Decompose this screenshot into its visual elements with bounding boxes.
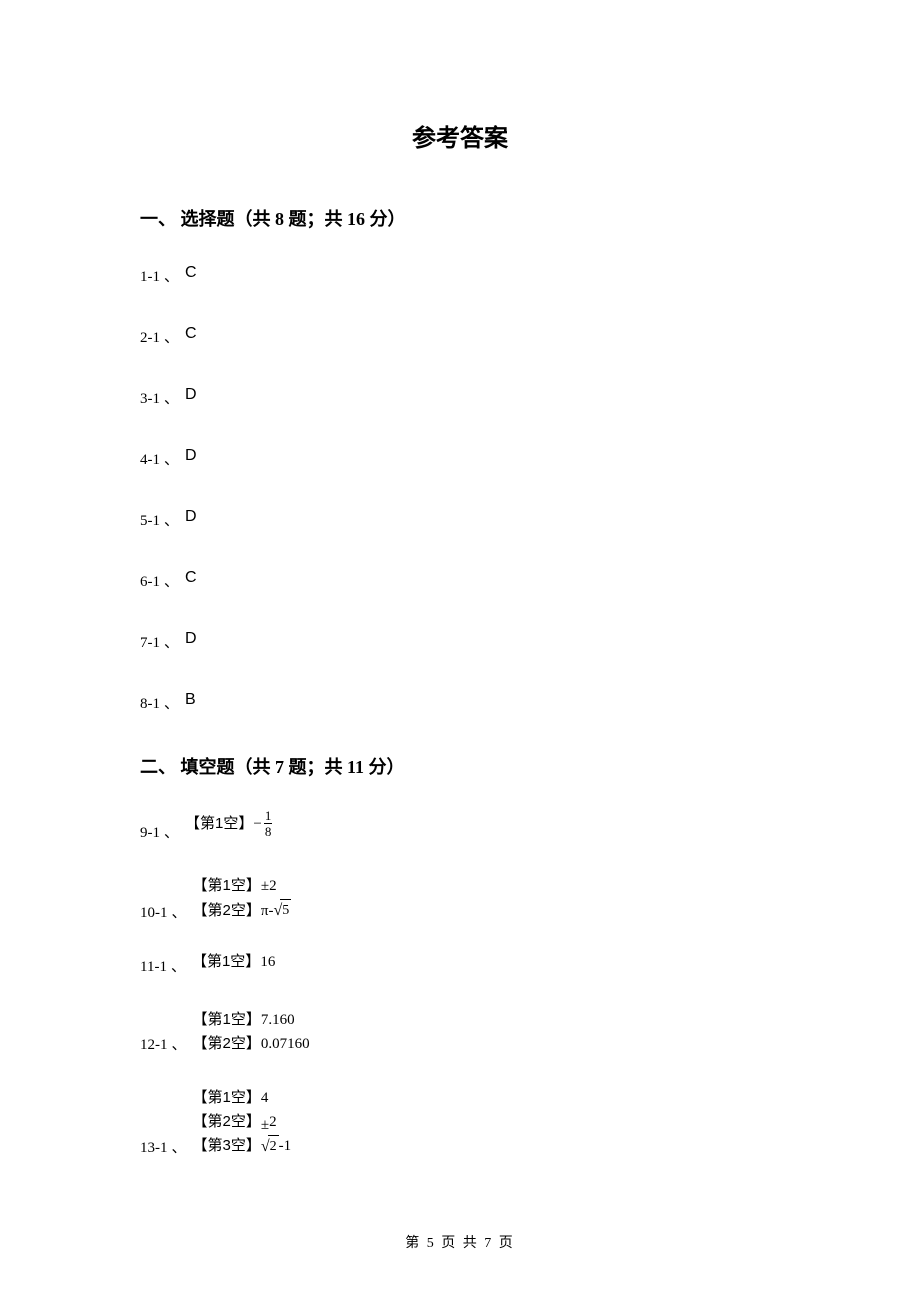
minus-sign: − bbox=[253, 812, 261, 836]
answer-11: 11-1 、 【第1空】 16 bbox=[140, 952, 920, 976]
value-one: 1 bbox=[284, 1134, 292, 1158]
blank-label: 【第2空】 bbox=[193, 1032, 261, 1056]
q-sep: 、 bbox=[164, 326, 179, 347]
answer-2: 2-1 、 C bbox=[140, 326, 920, 347]
blank-value: 0.07160 bbox=[261, 1032, 310, 1056]
answer-10: 10-1 、 【第1空】 ±2 【第2空】 π - √ 5 bbox=[140, 872, 920, 922]
q-num: 6-1 bbox=[140, 574, 160, 591]
q-sep: 、 bbox=[172, 1033, 187, 1054]
answer-6: 6-1 、 C bbox=[140, 570, 920, 591]
fill-line: 【第2空】 π - √ 5 bbox=[193, 898, 292, 924]
answer-letter: C bbox=[185, 325, 197, 343]
fill-line: 【第1空】 7.160 bbox=[193, 1008, 310, 1032]
sqrt: √ 2 bbox=[261, 1134, 279, 1160]
q-sep: 、 bbox=[164, 692, 179, 713]
fill-line: 【第1空】 16 bbox=[192, 950, 275, 974]
blank-label: 【第2空】 bbox=[193, 899, 261, 923]
answer-5: 5-1 、 D bbox=[140, 509, 920, 530]
q-sep: 、 bbox=[164, 265, 179, 286]
q-num: 10-1 bbox=[140, 905, 168, 922]
answer-7: 7-1 、 D bbox=[140, 631, 920, 652]
answer-letter: C bbox=[185, 264, 197, 282]
q-num: 12-1 bbox=[140, 1037, 168, 1054]
q-num: 11-1 bbox=[140, 959, 167, 976]
q-sep: 、 bbox=[164, 509, 179, 530]
fill-line: 【第2空】 ± 2 bbox=[193, 1110, 292, 1134]
q-num: 4-1 bbox=[140, 452, 160, 469]
content-area: 一、 选择题（共 8 题；共 16 分） 1-1 、 C 2-1 、 C 3-1… bbox=[0, 205, 920, 1157]
blank-label: 【第1空】 bbox=[193, 1008, 261, 1032]
q-sep: 、 bbox=[164, 570, 179, 591]
page-footer: 第 5 页 共 7 页 bbox=[0, 1232, 920, 1252]
frac-denominator: 8 bbox=[264, 823, 273, 838]
blank-value: 4 bbox=[261, 1086, 269, 1110]
q-num: 1-1 bbox=[140, 269, 160, 286]
answer-letter: D bbox=[185, 508, 197, 526]
answer-13: 13-1 、 【第1空】 4 【第2空】 ± 2 【第3空】 √ 2 - 1 bbox=[140, 1084, 920, 1158]
answer-4: 4-1 、 D bbox=[140, 448, 920, 469]
blank-label: 【第3空】 bbox=[193, 1134, 261, 1158]
section2-header: 二、 填空题（共 7 题；共 11 分） bbox=[140, 753, 920, 779]
blank-label: 【第2空】 bbox=[193, 1110, 261, 1134]
answer-letter: D bbox=[185, 386, 197, 404]
pi-symbol: π bbox=[261, 899, 269, 923]
q-num: 9-1 bbox=[140, 825, 160, 842]
q-num: 5-1 bbox=[140, 513, 160, 530]
q-num: 8-1 bbox=[140, 696, 160, 713]
q-sep: 、 bbox=[164, 631, 179, 652]
blank-value: 7.160 bbox=[261, 1008, 295, 1032]
page-title: 参考答案 bbox=[0, 0, 920, 193]
answer-1: 1-1 、 C bbox=[140, 265, 920, 286]
answer-letter: D bbox=[185, 447, 197, 465]
answer-3: 3-1 、 D bbox=[140, 387, 920, 408]
q-sep: 、 bbox=[171, 955, 186, 976]
q-sep: 、 bbox=[172, 901, 187, 922]
sqrt-radicand: 2 bbox=[268, 1135, 279, 1158]
fill-line: 【第1空】 4 bbox=[193, 1086, 292, 1110]
sqrt-radicand: 5 bbox=[280, 899, 291, 922]
fill-line: 【第3空】 √ 2 - 1 bbox=[193, 1134, 292, 1160]
q-sep: 、 bbox=[172, 1136, 187, 1157]
plus-minus: ± bbox=[261, 1113, 269, 1137]
section1-header: 一、 选择题（共 8 题；共 16 分） bbox=[140, 205, 920, 231]
answer-12: 12-1 、 【第1空】 7.160 【第2空】 0.07160 bbox=[140, 1006, 920, 1054]
q-num: 3-1 bbox=[140, 391, 160, 408]
fill-line: 【第2空】 0.07160 bbox=[193, 1032, 310, 1056]
q-sep: 、 bbox=[164, 821, 179, 842]
q-num: 13-1 bbox=[140, 1140, 168, 1157]
fraction: 1 8 bbox=[264, 809, 273, 838]
fill-line: 【第1空】 ±2 bbox=[193, 874, 292, 898]
answer-letter: B bbox=[185, 691, 196, 709]
blank-label: 【第1空】 bbox=[192, 950, 260, 974]
blank-value: 2 bbox=[269, 1110, 277, 1134]
answer-letter: C bbox=[185, 569, 197, 587]
fill-line: 【第1空】 − 1 8 bbox=[185, 809, 272, 838]
frac-numerator: 1 bbox=[264, 809, 273, 823]
q-sep: 、 bbox=[164, 448, 179, 469]
q-num: 2-1 bbox=[140, 330, 160, 347]
q-sep: 、 bbox=[164, 387, 179, 408]
answer-9: 9-1 、 【第1空】 − 1 8 bbox=[140, 813, 920, 842]
answer-letter: D bbox=[185, 630, 197, 648]
blank-label: 【第1空】 bbox=[185, 812, 253, 836]
blank-label: 【第1空】 bbox=[193, 1086, 261, 1110]
blank-value: 16 bbox=[260, 950, 275, 974]
blank-value: ±2 bbox=[261, 874, 277, 898]
sqrt: √ 5 bbox=[273, 898, 291, 924]
answer-8: 8-1 、 B bbox=[140, 692, 920, 713]
blank-label: 【第1空】 bbox=[193, 874, 261, 898]
q-num: 7-1 bbox=[140, 635, 160, 652]
